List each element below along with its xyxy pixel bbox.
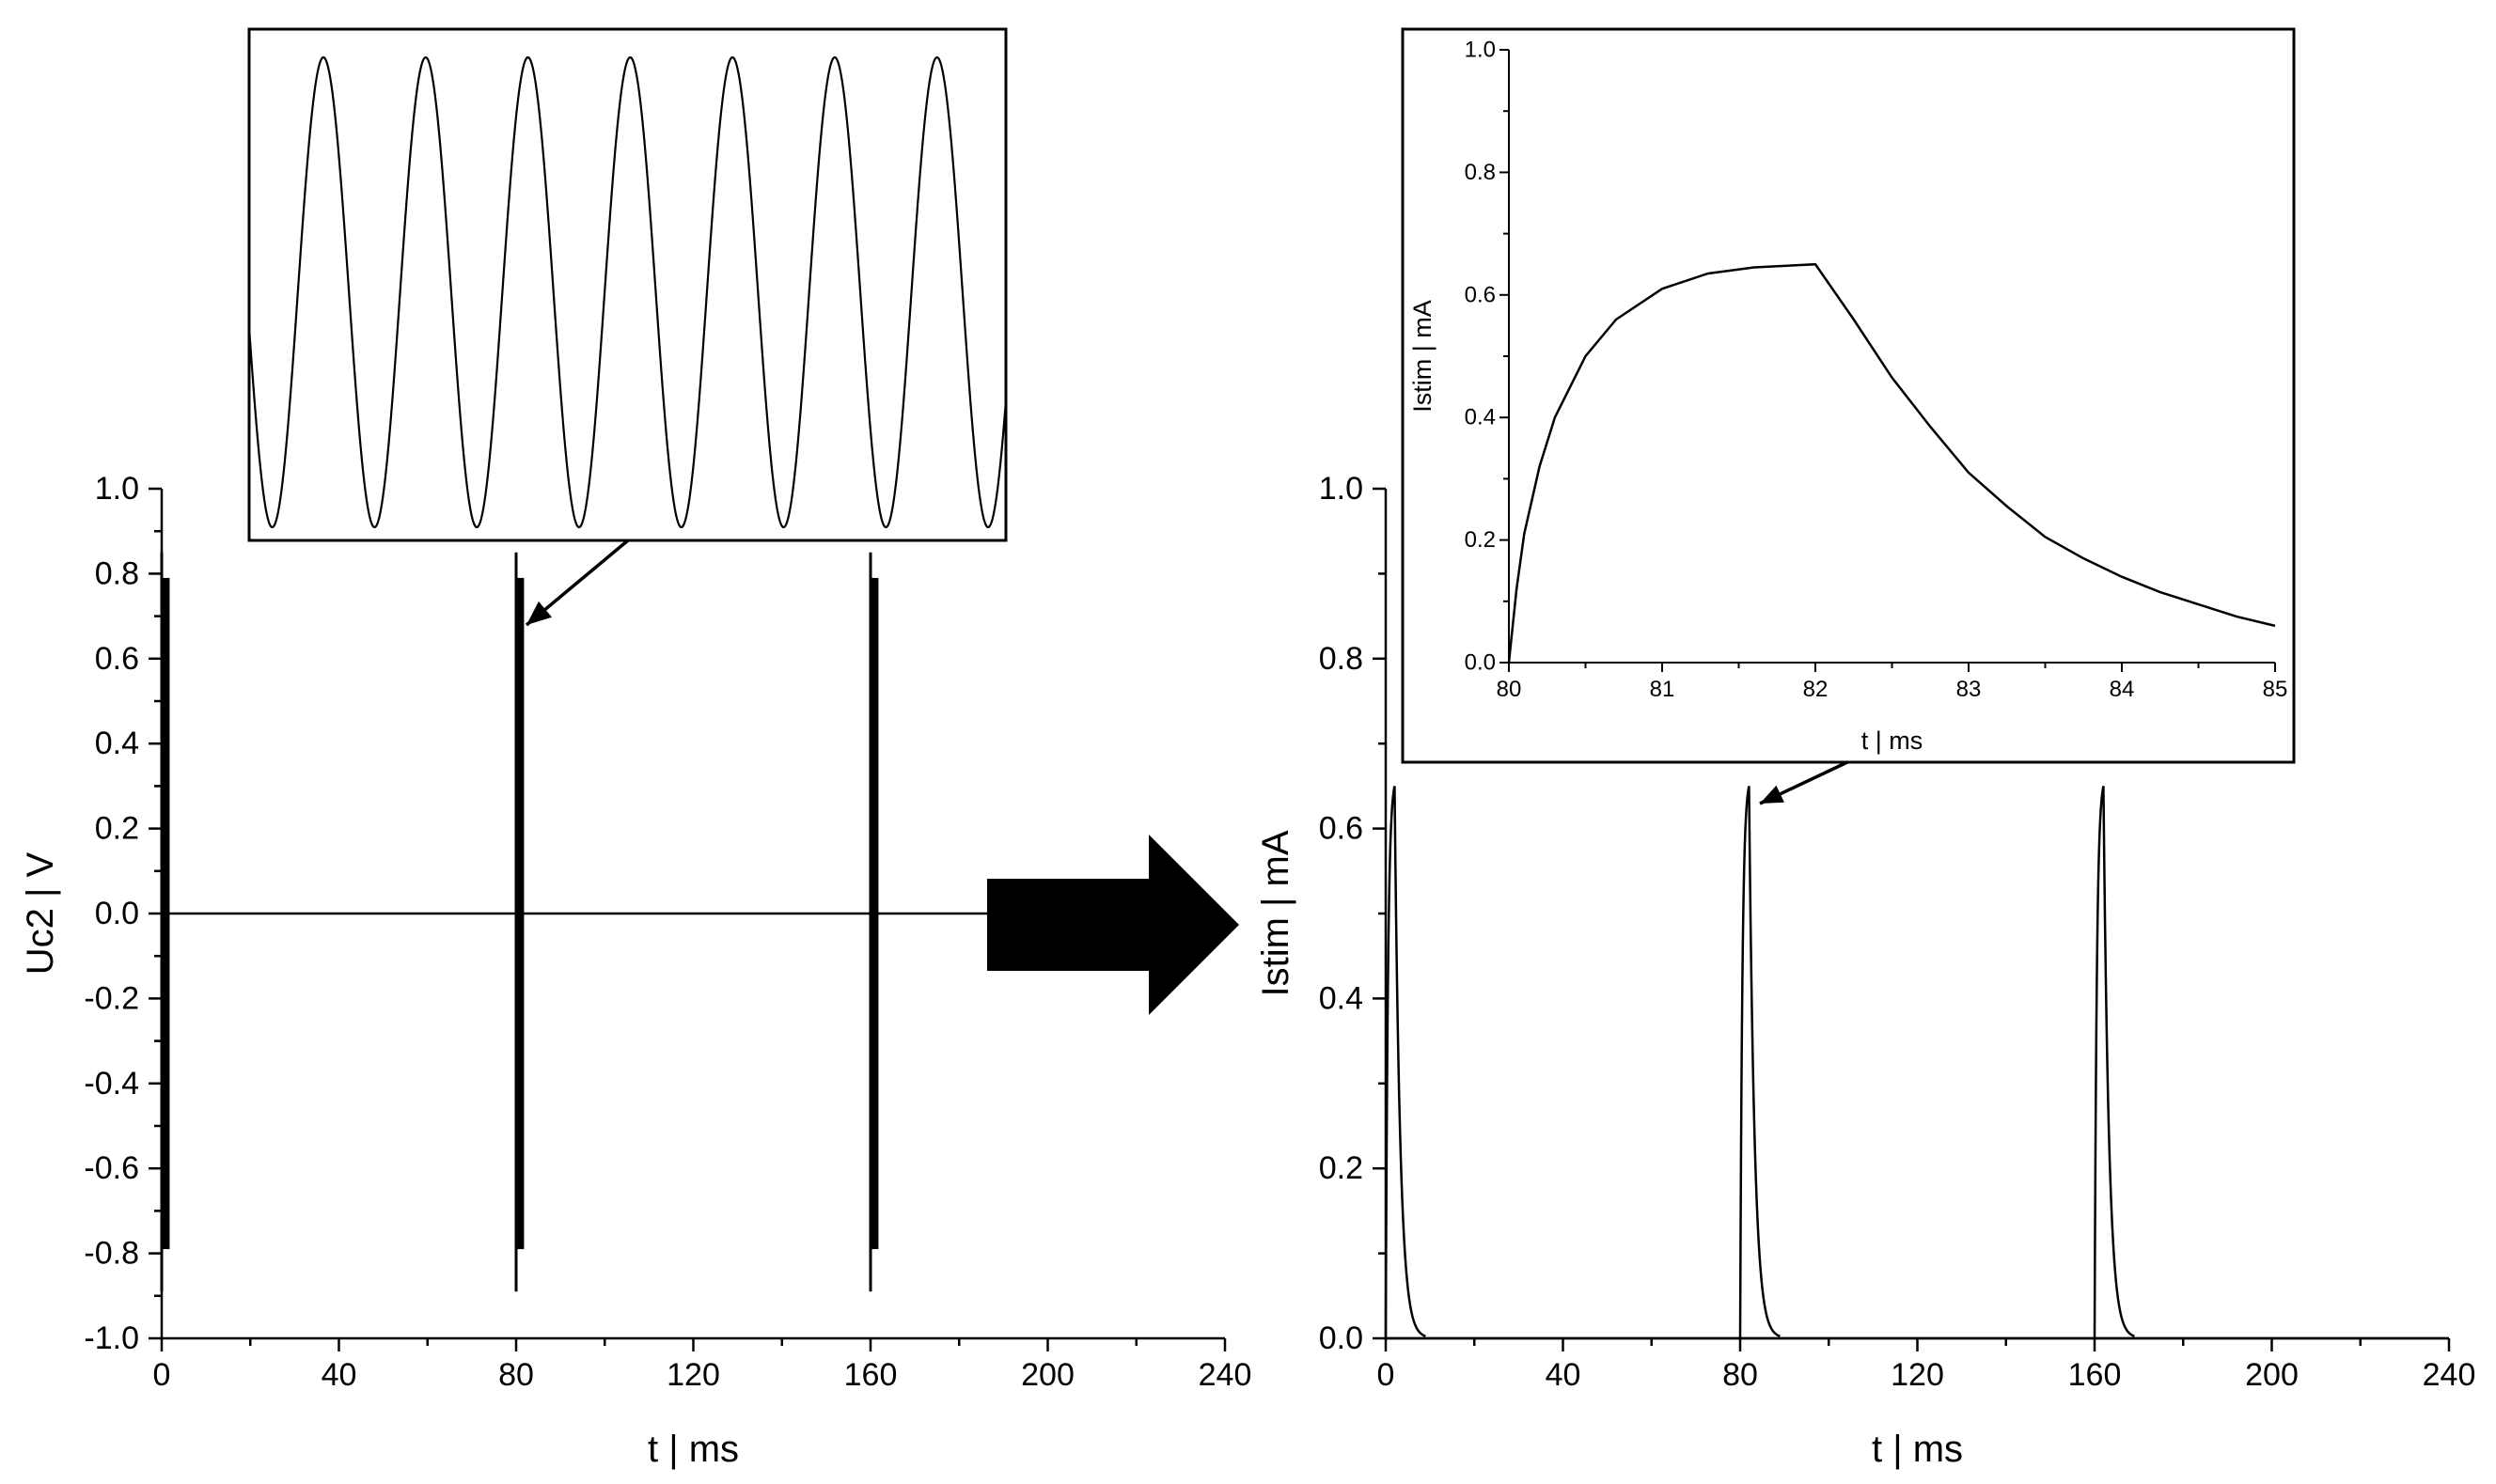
pulse-inset-y-tick-label: 0.2 [1465, 527, 1496, 553]
uc2-y-tick-label: 0.6 [95, 641, 139, 677]
pulse-inset-x-tick-label: 85 [2263, 677, 2288, 702]
uc2-x-tick-label: 80 [498, 1357, 534, 1393]
uc2-x-tick-label: 0 [153, 1357, 171, 1393]
uc2-ticks: 0 40 80 120 160 200 240 -1.0 -0.8 -0.6 -0.4 -0.2 0.0… [84, 471, 1251, 1393]
uc2-x-axis-title: t | ms [648, 1429, 739, 1470]
istim-y-tick-label: 0.0 [1319, 1320, 1363, 1356]
pulse-inset-y-axis-title: Istim | mA [1408, 300, 1436, 413]
pulse-inset-curve [1507, 262, 2276, 664]
istim-x-tick-label: 200 [2245, 1357, 2299, 1393]
istim-series [1384, 786, 2449, 1340]
uc2-series [160, 552, 1225, 1292]
zoom-arrow-left-head [526, 601, 553, 625]
uc2-burst [871, 577, 879, 1250]
uc2-y-tick-label: -0.2 [84, 980, 139, 1016]
pulse-inset-y-tick-label: 1.0 [1465, 38, 1496, 63]
pulse-inset: 80 81 82 83 84 85 0.0 0.2 0.4 0.6 0.8 1.0 t | ms Is… [1401, 27, 2296, 764]
pulse-inset-x-tick-label: 84 [2110, 677, 2135, 702]
pulse-inset-y-tick-label: 0.6 [1465, 282, 1496, 307]
istim-pulse [2093, 786, 2135, 1339]
uc2-y-tick-label: 1.0 [95, 471, 139, 507]
pulse-inset-x-tick-label: 80 [1497, 677, 1522, 702]
istim-ticks: 0 40 80 120 160 200 240 0.0 0.2 0.4 0.6 0.8 1.0 [1319, 471, 2476, 1393]
pulse-inset-y-tick-label: 0.8 [1465, 160, 1496, 185]
istim-x-tick-label: 40 [1546, 1357, 1581, 1393]
uc2-x-tick-label: 200 [1021, 1357, 1075, 1393]
zoom-pointer-arrow-right [1759, 760, 1848, 805]
istim-y-axis-title: Istim | mA [1255, 830, 1296, 996]
istim-x-axis-title: t | ms [1872, 1429, 1963, 1470]
pulse-inset-y-tick-label: 0.0 [1465, 650, 1496, 676]
uc2-burst [163, 577, 170, 1250]
uc2-y-tick-label: 0.0 [95, 896, 139, 931]
uc2-x-tick-label: 160 [844, 1357, 898, 1393]
pulse-inset-x-axis-title: t | ms [1861, 726, 1923, 755]
istim-y-tick-label: 0.2 [1319, 1150, 1363, 1186]
sine-inset-frame [247, 27, 1008, 542]
istim-y-tick-label: 0.8 [1319, 641, 1363, 677]
uc2-y-tick-label: 0.8 [95, 555, 139, 591]
uc2-burst [517, 577, 525, 1250]
uc2-y-tick-label: -0.8 [84, 1236, 139, 1272]
uc2-x-tick-label: 120 [667, 1357, 720, 1393]
istim-y-tick-label: 1.0 [1319, 471, 1363, 507]
pulse-inset-x-tick-label: 83 [1956, 677, 1982, 702]
istim-x-tick-label: 0 [1377, 1357, 1395, 1393]
istim-x-tick-label: 80 [1722, 1357, 1758, 1393]
istim-x-tick-label: 120 [1891, 1357, 1944, 1393]
istim-y-tick-label: 0.4 [1319, 980, 1363, 1016]
uc2-y-tick-label: -1.0 [84, 1320, 139, 1356]
uc2-y-tick-label: -0.6 [84, 1150, 139, 1186]
transition-arrow-icon [987, 835, 1239, 1015]
uc2-y-tick-label: 0.4 [95, 726, 139, 761]
sine-inset [247, 27, 1008, 542]
uc2-y-tick-label: -0.4 [84, 1066, 139, 1101]
istim-pulse [1738, 786, 1781, 1339]
istim-x-tick-label: 160 [2068, 1357, 2122, 1393]
pulse-inset-y-tick-label: 0.4 [1465, 405, 1496, 430]
istim-y-tick-label: 0.6 [1319, 811, 1363, 847]
istim-chart: 0 40 80 120 160 200 240 0.0 0.2 0.4 0.6 0.8 1.0 t | … [1255, 471, 2475, 1470]
sine-inset-curve [247, 55, 1008, 529]
istim-x-tick-label: 240 [2423, 1357, 2476, 1393]
uc2-x-tick-label: 40 [322, 1357, 357, 1393]
istim-pulse [1384, 786, 1426, 1339]
pulse-inset-x-tick-label: 81 [1650, 677, 1675, 702]
pulse-inset-frame [1401, 27, 2296, 764]
uc2-y-tick-label: 0.2 [95, 811, 139, 847]
zoom-pointer-arrow-left [525, 539, 630, 627]
uc2-y-axis-title: Uc2 | V [20, 851, 61, 975]
uc2-chart: 0 40 80 120 160 200 240 -1.0 -0.8 -0.6 -0.4 -0.2 0.0… [20, 471, 1251, 1470]
zoom-arrow-right-head [1760, 785, 1784, 804]
pulse-inset-x-tick-label: 82 [1803, 677, 1829, 702]
uc2-x-tick-label: 240 [1199, 1357, 1252, 1393]
pulse-inset-ticks: 80 81 82 83 84 85 0.0 0.2 0.4 0.6 0.8 1.0 [1465, 38, 2288, 703]
